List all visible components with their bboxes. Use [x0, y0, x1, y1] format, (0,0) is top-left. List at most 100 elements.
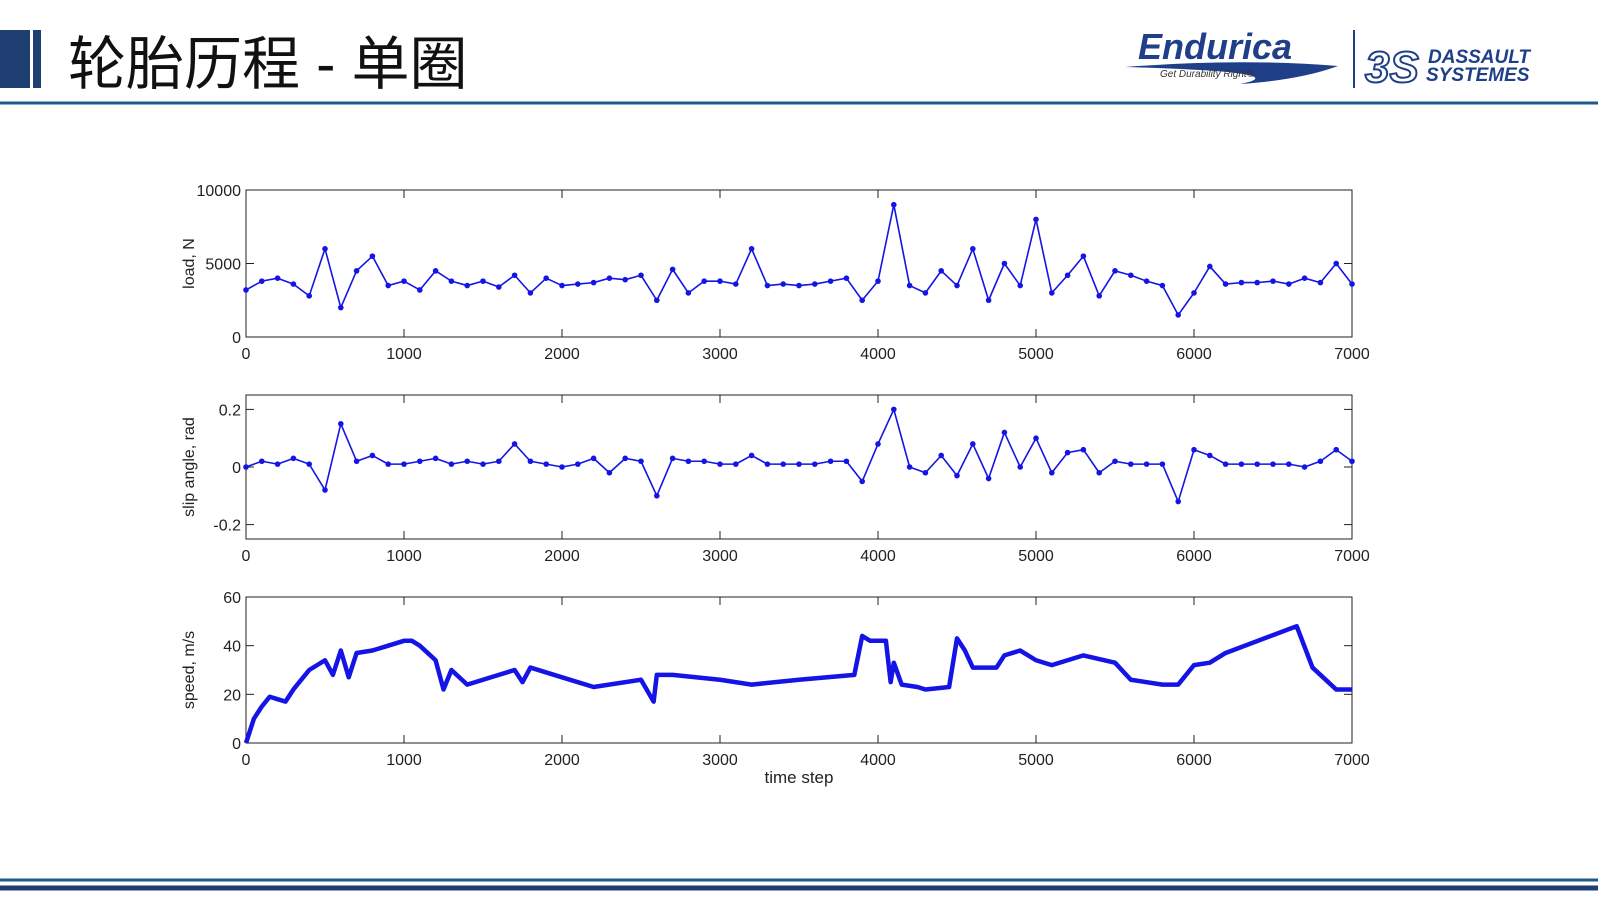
x-tick-label: 7000 [1334, 346, 1370, 363]
data-point [985, 475, 992, 482]
data-point [1286, 281, 1292, 287]
data-point [448, 461, 455, 467]
data-point [464, 282, 471, 289]
x-tick-label: 5000 [1018, 548, 1054, 565]
data-point [306, 461, 313, 467]
data-point [290, 281, 297, 287]
x-tick-label: 5000 [1018, 346, 1054, 363]
data-point [843, 275, 850, 282]
data-point [606, 469, 613, 476]
data-point [590, 279, 597, 286]
data-point [1317, 279, 1324, 286]
data-point [685, 290, 692, 296]
data-point [622, 455, 628, 462]
data-point [733, 281, 739, 287]
data-point [1064, 449, 1071, 456]
data-point [717, 461, 723, 467]
data-point [970, 441, 976, 447]
data-point [274, 461, 281, 467]
plot-frame [245, 596, 1353, 744]
y-tick-label: 40 [223, 639, 241, 656]
data-point [417, 458, 423, 465]
y-axis-label: slip angle, rad [181, 417, 198, 517]
logo-endurica: Endurica [1138, 26, 1292, 67]
title-accent [0, 30, 30, 88]
series [243, 623, 1352, 744]
x-tick-label: 6000 [1176, 752, 1212, 769]
data-point [1349, 281, 1355, 287]
data-point [1191, 446, 1197, 453]
data-point [1080, 446, 1087, 453]
data-point [1001, 260, 1008, 267]
data-point [1333, 260, 1339, 267]
data-point [1270, 461, 1276, 467]
x-tick-label: 1000 [386, 752, 422, 769]
data-point [1333, 446, 1339, 453]
data-point [1017, 464, 1023, 470]
y-axis-label: speed, m/s [181, 631, 198, 709]
data-point [654, 493, 660, 499]
x-tick-label: 2000 [544, 752, 580, 769]
x-tick-label: 3000 [702, 752, 738, 769]
data-point [464, 458, 471, 465]
data-point [1112, 268, 1118, 274]
data-point [1064, 272, 1071, 279]
y-tick-label: 20 [223, 687, 241, 704]
data-point [859, 478, 865, 485]
data-point [1080, 253, 1087, 259]
data-point [938, 268, 944, 274]
data-point [259, 458, 265, 465]
data-point [1049, 469, 1055, 476]
data-point [638, 458, 644, 465]
data-line [245, 203, 1353, 316]
data-point [669, 455, 676, 462]
data-point [575, 281, 581, 287]
x-tick-label: 0 [242, 346, 251, 363]
data-point [1096, 293, 1102, 299]
data-point [717, 278, 723, 284]
data-point [1159, 282, 1166, 289]
data-point [1207, 263, 1213, 270]
data-point [812, 461, 818, 467]
data-point [511, 272, 518, 279]
data-point [954, 472, 960, 479]
logo-dassault: DASSAULT [1428, 47, 1531, 68]
data-point [922, 290, 929, 296]
data-point [1159, 461, 1166, 467]
data-point [385, 282, 392, 289]
y-tick-label: 0 [232, 736, 241, 753]
data-point [1238, 461, 1245, 467]
x-tick-label: 4000 [860, 752, 896, 769]
data-point [985, 297, 992, 304]
data-point [1238, 279, 1245, 286]
data-point [780, 461, 786, 467]
data-point [1175, 498, 1181, 505]
data-point [322, 487, 328, 493]
data-point [748, 452, 755, 459]
data-point [432, 455, 439, 462]
data-point [827, 458, 834, 465]
data-point [527, 290, 534, 296]
data-point [701, 278, 707, 284]
data-point [685, 458, 692, 465]
data-point [1033, 435, 1039, 442]
data-point [1254, 279, 1260, 286]
data-point [243, 287, 249, 293]
data-point [353, 268, 360, 274]
logo-3ds: 3S [1365, 43, 1419, 92]
data-point [480, 461, 486, 467]
data-point [938, 452, 944, 459]
data-point [432, 268, 439, 274]
data-point [322, 246, 328, 252]
x-tick-label: 3000 [702, 346, 738, 363]
x-tick-label: 1000 [386, 346, 422, 363]
data-point [970, 246, 976, 252]
data-point [1317, 458, 1324, 465]
data-point [417, 287, 423, 293]
data-point [527, 458, 534, 465]
data-point [338, 304, 344, 311]
data-point [338, 421, 344, 427]
logo-tagline: Get Durability Right® [1160, 69, 1255, 80]
logo-systemes: SYSTEMES [1426, 65, 1530, 86]
